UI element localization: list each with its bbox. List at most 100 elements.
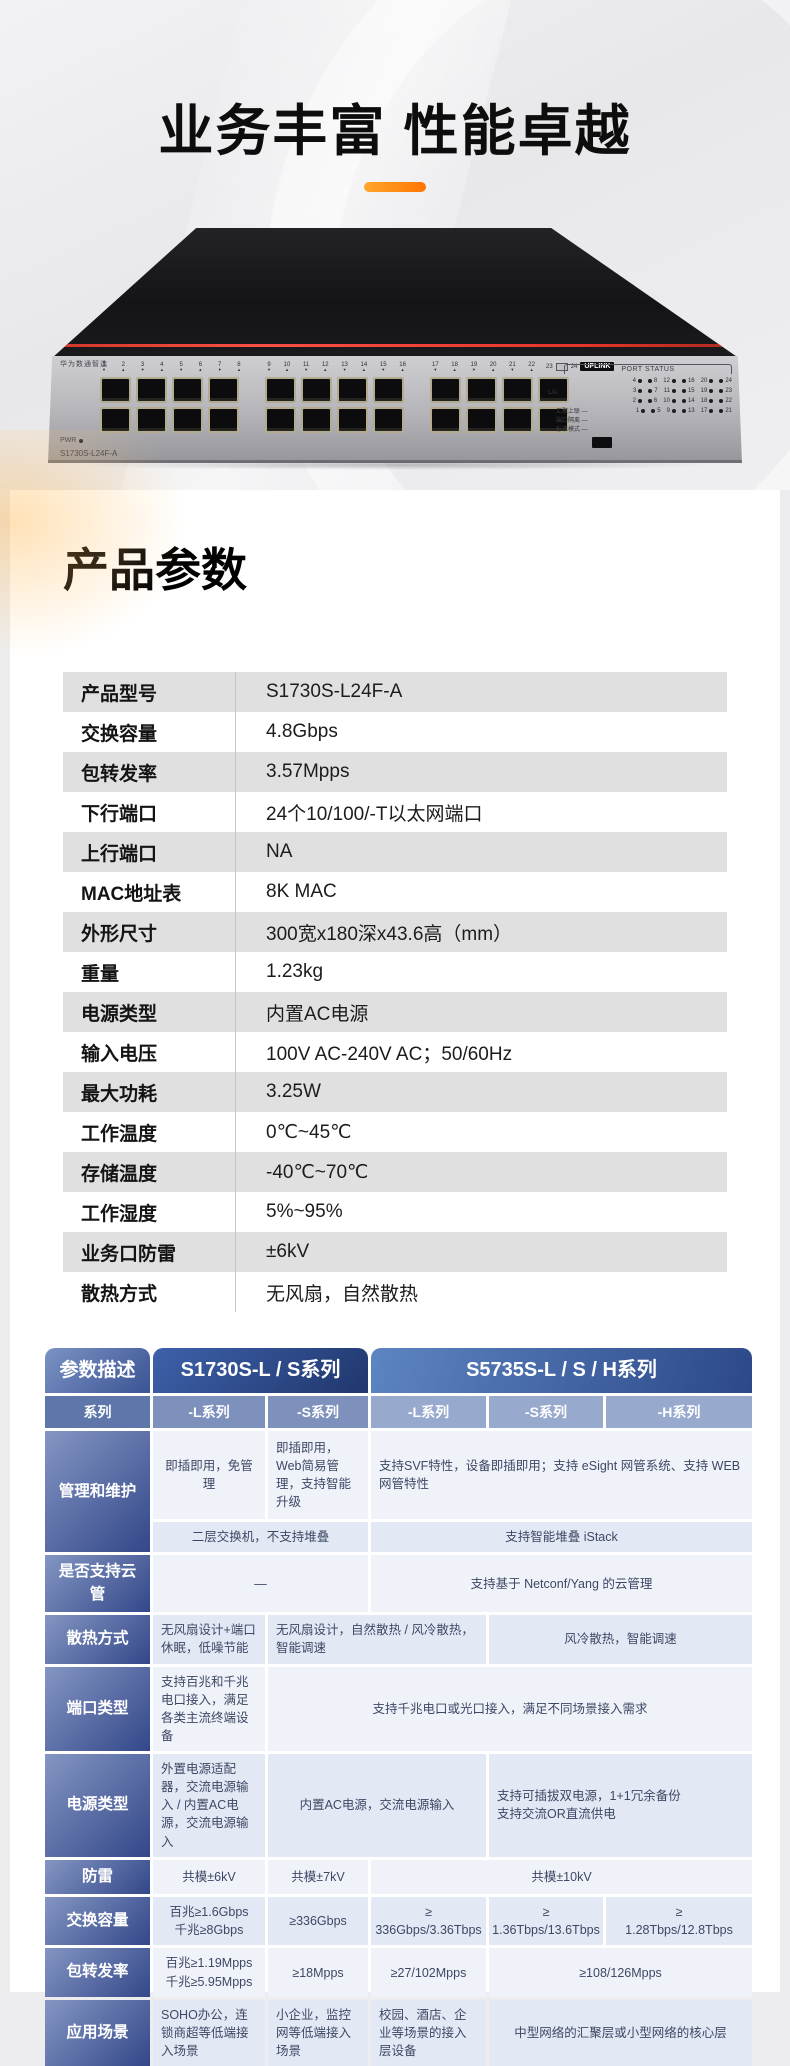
switch-front-panel: 华为数通智选 1 ▼ 2 ▲ 3 ▼ 4 ▲ 5 ▼ 6 ▲ 7 ▼ 8 ▲ 9 ▼ 10 ▲ 11 ▼ 12 ▲ 13 ▼ 14 ▲… xyxy=(48,356,742,463)
port-number-label: 18 ▲ xyxy=(451,362,458,372)
rj45-port xyxy=(265,377,296,403)
spec-value: 4.8Gbps xyxy=(235,712,727,752)
uplink-cluster: 23 24 UPLINK xyxy=(546,362,615,371)
port-number-label: 14 ▲ xyxy=(360,362,368,372)
led-row: 4 8 12 16 20 24 xyxy=(564,378,732,384)
led-indicator: 6 xyxy=(647,398,657,404)
subheader-col: -H系列 xyxy=(606,1396,752,1429)
led-indicator: 15 xyxy=(681,388,695,394)
pwr-label: PWR xyxy=(60,437,76,444)
cell: ≥ 336Gbps/3.36Tbps xyxy=(371,1897,486,1946)
row-forwarding: 包转发率 百兆≥1.19Mpps 千兆≥5.95Mpps ≥18Mpps ≥27… xyxy=(45,1948,752,1997)
led-indicator: 12 xyxy=(663,378,676,384)
spec-label: 重量 xyxy=(81,963,120,985)
port-group: 17 ▼ 18 ▲ 19 ▼ 20 ▲ 21 ▼ 22 ▲ xyxy=(430,362,569,433)
cell: 共模±6kV xyxy=(153,1859,265,1895)
cell: 支持SVF特性，设备即插即用；支持 eSight 网管系统、支持 WEB 网管特… xyxy=(371,1431,752,1520)
spec-value: 内置AC电源 xyxy=(235,992,727,1032)
rj45-port xyxy=(301,377,332,403)
led-indicator: 8 xyxy=(647,378,657,384)
cell: ≥108/126Mpps xyxy=(489,1948,752,1997)
port-number-label: 13 ▼ xyxy=(341,362,348,372)
uplink-port-23: 23 xyxy=(546,363,553,370)
comparison-header-row: 参数描述 S1730S-L / S系列 S5735S-L / S / H系列 xyxy=(45,1348,752,1393)
row-label: 包转发率 xyxy=(45,1948,150,1997)
orange-feather-decoration xyxy=(0,430,190,660)
cell: 校园、酒店、企业等场景的接入层设备 xyxy=(371,1999,486,2066)
port-number-label: 7 ▼ xyxy=(217,362,222,372)
port-number-label: 9 ▼ xyxy=(267,362,271,372)
spec-label: 上行端口 xyxy=(81,843,158,865)
rj45-port xyxy=(265,407,296,433)
switch-top-face xyxy=(54,228,736,356)
switch-brand-label: 华为数通智选 xyxy=(60,361,108,368)
led-indicator: 24 xyxy=(719,378,732,384)
spec-value: S1730S-L24F-A xyxy=(235,672,727,712)
accent-underline xyxy=(364,182,426,192)
spec-value: 3.25W xyxy=(235,1072,727,1112)
cell: 百兆≥1.6Gbps 千兆≥8Gbps xyxy=(153,1897,265,1946)
subheader-series: 系列 xyxy=(45,1396,150,1429)
port-group: 9 ▼ 10 ▲ 11 ▼ 12 ▲ 13 ▼ 14 ▲ 15 ▼ 16 ▲ xyxy=(265,362,408,433)
spec-label: 交换容量 xyxy=(81,723,158,745)
subheader-col: -L系列 xyxy=(371,1396,486,1429)
row-label: 交换容量 xyxy=(45,1897,150,1946)
cell: 支持百兆和千兆电口接入，满足各类主流终端设备 xyxy=(153,1666,265,1752)
cell: 支持基于 Netconf/Yang 的云管理 xyxy=(371,1555,752,1613)
spec-value: NA xyxy=(235,832,727,872)
mode-labels: 汇聚上联 — 端口隔离 — 标准模式 — xyxy=(556,408,612,448)
spec-value: 0℃~45℃ xyxy=(235,1112,727,1152)
subheader-col: -S系列 xyxy=(489,1396,603,1429)
row-scenario: 应用场景 SOHO办公，连锁商超等低端接入场景 小企业，监控网等低端接入场景 校… xyxy=(45,1999,752,2066)
mode-label: 标准模式 — xyxy=(556,427,588,433)
mode-label: 端口隔离 — xyxy=(556,418,588,424)
cell: 风冷散热，智能调速 xyxy=(489,1615,752,1664)
led-indicator: 17 xyxy=(701,408,714,414)
row-label: 是否支持云管 xyxy=(45,1555,150,1613)
cell: 支持千兆电口或光口接入，满足不同场景接入需求 xyxy=(268,1666,752,1752)
port-number-label: 11 ▼ xyxy=(302,362,310,372)
port-number-label: 2 ▲ xyxy=(121,362,126,372)
spec-value: 300宽x180深x43.6高（mm） xyxy=(235,912,727,952)
led-indicator: 18 xyxy=(701,398,714,404)
switch-port-groups: 1 ▼ 2 ▲ 3 ▼ 4 ▲ 5 ▼ 6 ▲ 7 ▼ 8 ▲ 9 ▼ 10 ▲ 11 ▼ 12 ▲ 13 ▼ 14 ▲ 15 ▼ 16 ▲ 1… xyxy=(100,362,569,433)
table-row: 交换容量 4.8Gbps xyxy=(63,712,727,752)
row-label: 端口类型 xyxy=(45,1666,150,1752)
led-rows: 4 8 12 16 20 24 3 7 11 15 19 23 2 6 10 14 18 22 1 5 9 13 17 21 xyxy=(564,378,732,414)
switch-product-image: 华为数通智选 1 ▼ 2 ▲ 3 ▼ 4 ▲ 5 ▼ 6 ▲ 7 ▼ 8 ▲ 9 ▼ 10 ▲ 11 ▼ 12 ▲ 13 ▼ 14 ▲… xyxy=(40,222,750,470)
cell: 无风扇设计，自然散热 / 风冷散热，智能调速 xyxy=(268,1615,486,1664)
spec-value: 3.57Mpps xyxy=(235,752,727,792)
content-card: 产品参数 产品型号 S1730S-L24F-A 交换容量 4.8Gbps 包转发率 3… xyxy=(10,490,780,2066)
rj45-port xyxy=(538,377,569,403)
row-label: 应用场景 xyxy=(45,1999,150,2066)
row-capacity: 交换容量 百兆≥1.6Gbps 千兆≥8Gbps ≥336Gbps ≥ 336G… xyxy=(45,1897,752,1946)
led-indicator: 16 xyxy=(681,378,695,384)
port-number-label: 19 ▼ xyxy=(470,362,478,372)
cell: 百兆≥1.19Mpps 千兆≥5.95Mpps xyxy=(153,1948,265,1997)
switch-red-stripe xyxy=(61,344,729,347)
port-group: 1 ▼ 2 ▲ 3 ▼ 4 ▲ 5 ▼ 6 ▲ 7 ▼ 8 ▲ xyxy=(100,362,243,433)
la-label: L/A xyxy=(548,390,558,396)
led-indicator: 21 xyxy=(719,408,732,414)
spec-label: 散热方式 xyxy=(81,1283,158,1305)
row-cooling: 散热方式 无风扇设计+端口休眠，低噪节能 无风扇设计，自然散热 / 风冷散热，智… xyxy=(45,1615,752,1664)
table-row: 包转发率 3.57Mpps xyxy=(63,752,727,792)
table-row: 工作湿度 5%~95% xyxy=(63,1192,727,1232)
mode-label: 汇聚上联 — xyxy=(556,409,588,415)
row-cloud: 是否支持云管 — 支持基于 Netconf/Yang 的云管理 xyxy=(45,1555,752,1613)
port-number-label: 16 ▲ xyxy=(399,362,406,372)
row-lightning: 防雷 共模±6kV 共模±7kV 共模±10kV xyxy=(45,1859,752,1895)
rj45-port xyxy=(208,377,239,403)
spec-label: 业务口防雷 xyxy=(81,1243,177,1265)
spec-value: 24个10/100/-T以太网端口 xyxy=(235,792,727,832)
spec-label: 最大功耗 xyxy=(81,1083,158,1105)
led-indicator: 20 xyxy=(701,378,714,384)
rj45-port xyxy=(430,377,461,403)
led-indicator: 4 xyxy=(633,378,642,384)
uplink-port-24: 24 xyxy=(570,363,578,370)
led-indicator: 13 xyxy=(681,408,695,414)
row-ports: 端口类型 支持百兆和千兆电口接入，满足各类主流终端设备 支持千兆电口或光口接入，… xyxy=(45,1666,752,1752)
table-row: 上行端口 NA xyxy=(63,832,727,872)
cell: — xyxy=(153,1555,368,1613)
rj45-port xyxy=(502,407,533,433)
